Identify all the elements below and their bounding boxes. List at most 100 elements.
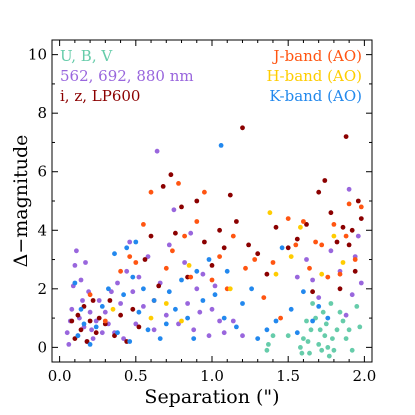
- data-point: [343, 336, 349, 341]
- data-point: [78, 277, 84, 283]
- data-point: [166, 242, 172, 248]
- data-point: [168, 172, 174, 178]
- data-point: [301, 336, 306, 341]
- data-point: [328, 301, 334, 306]
- data-point: [176, 181, 181, 186]
- data-point: [278, 315, 283, 321]
- data-point: [264, 347, 270, 353]
- data-point: [319, 242, 325, 248]
- data-point: [334, 239, 340, 245]
- data-point: [346, 186, 352, 192]
- data-point: [115, 330, 120, 336]
- data-point: [304, 257, 309, 262]
- data-point: [340, 260, 346, 265]
- data-point: [266, 342, 271, 347]
- data-point: [322, 333, 328, 339]
- data-point: [279, 245, 285, 251]
- data-point: [202, 239, 207, 245]
- y-tick-label: 0: [37, 338, 47, 356]
- data-point: [217, 318, 223, 324]
- data-point: [188, 274, 194, 280]
- y-tick-label: 8: [37, 104, 47, 122]
- data-point: [358, 280, 364, 286]
- legend-entry: 562, 692, 880 nm: [60, 67, 194, 85]
- data-point: [102, 318, 108, 324]
- data-point: [343, 134, 349, 140]
- data-point: [316, 304, 322, 309]
- data-point: [163, 312, 169, 318]
- data-point: [319, 347, 325, 353]
- data-point: [343, 233, 349, 239]
- data-point: [136, 324, 142, 330]
- data-point: [96, 315, 102, 321]
- data-point: [66, 342, 72, 347]
- x-tick-label: 0.0: [48, 367, 72, 385]
- data-point: [185, 301, 191, 306]
- data-point: [264, 271, 270, 277]
- data-point: [273, 224, 279, 230]
- data-point: [310, 289, 315, 295]
- data-point: [240, 333, 245, 339]
- data-point: [217, 227, 223, 233]
- data-point: [240, 301, 245, 306]
- data-point: [316, 295, 322, 300]
- legend-entry: H-band (AO): [266, 67, 362, 85]
- data-point: [141, 304, 146, 309]
- data-point: [273, 271, 279, 277]
- data-point: [130, 274, 136, 280]
- data-point: [331, 222, 337, 227]
- data-point: [301, 219, 306, 224]
- data-point: [352, 268, 358, 274]
- data-point: [78, 327, 84, 333]
- data-point: [298, 224, 303, 230]
- data-point: [160, 184, 166, 189]
- data-point: [121, 336, 126, 341]
- data-point: [130, 306, 136, 312]
- data-point: [133, 321, 139, 327]
- data-point: [218, 143, 224, 148]
- data-point: [337, 271, 343, 277]
- data-point: [285, 333, 291, 339]
- data-point: [317, 327, 323, 333]
- data-point: [293, 242, 299, 248]
- data-point: [313, 315, 318, 321]
- data-point: [334, 327, 340, 333]
- data-point: [249, 286, 255, 292]
- data-point: [328, 248, 334, 254]
- data-point: [340, 224, 346, 230]
- data-point: [133, 239, 139, 245]
- data-point: [87, 292, 93, 298]
- data-point: [121, 292, 126, 298]
- data-point: [186, 263, 192, 268]
- data-point: [148, 233, 154, 239]
- data-point: [151, 298, 157, 303]
- data-point: [179, 204, 184, 210]
- x-axis-label: Separation ("): [144, 386, 279, 408]
- data-point: [90, 336, 96, 341]
- data-point: [310, 277, 315, 283]
- data-point: [136, 309, 142, 315]
- data-point: [83, 260, 88, 265]
- data-point: [112, 251, 117, 257]
- data-point: [270, 260, 276, 265]
- data-point: [89, 327, 94, 333]
- data-point: [136, 274, 142, 280]
- data-point: [109, 289, 114, 295]
- data-point: [273, 318, 279, 324]
- y-tick-label: 6: [37, 163, 47, 181]
- data-point: [78, 306, 84, 312]
- data-point: [355, 198, 361, 204]
- x-tick-label: 1.0: [200, 367, 224, 385]
- x-tick-label: 1.5: [276, 367, 300, 385]
- data-point: [264, 327, 270, 333]
- data-point: [163, 321, 169, 327]
- data-point: [252, 257, 258, 262]
- data-point: [340, 318, 346, 324]
- data-point: [288, 306, 294, 312]
- data-point: [182, 233, 188, 239]
- x-tick-label: 0.5: [124, 367, 148, 385]
- data-point: [145, 327, 151, 333]
- data-point: [75, 312, 81, 318]
- data-point: [154, 148, 160, 154]
- data-point: [255, 336, 261, 341]
